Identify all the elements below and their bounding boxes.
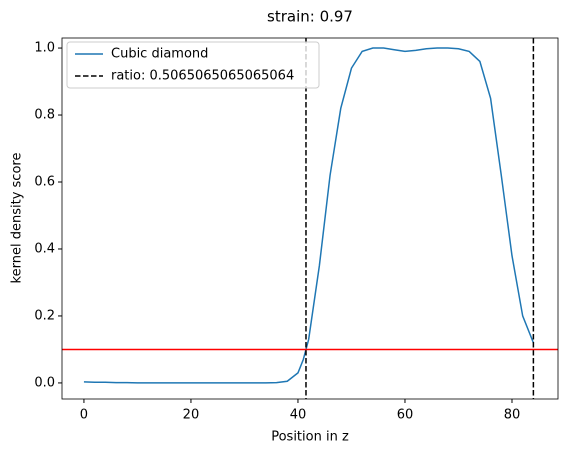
y-tick-label: 0.2 — [34, 308, 55, 323]
y-axis-label: kernel density score — [10, 153, 25, 284]
axes-frame — [61, 37, 559, 400]
x-axis-label: Position in z — [271, 430, 349, 445]
data-line — [83, 47, 535, 384]
legend-label: Cubic diamond — [111, 47, 208, 62]
legend-label: ratio: 0.5065065065065064 — [111, 69, 294, 84]
x-tick-label: 20 — [183, 408, 200, 423]
y-tick-label: 0.0 — [34, 375, 55, 390]
y-tick-label: 1.0 — [34, 41, 55, 56]
legend-box — [66, 41, 320, 89]
x-tick-label: 0 — [80, 408, 88, 423]
y-tick-label: 0.8 — [34, 108, 55, 123]
chart-title: strain: 0.97 — [267, 8, 353, 26]
y-tick-label: 0.6 — [34, 174, 55, 189]
x-tick-label: 40 — [290, 408, 307, 423]
x-tick-label: 80 — [504, 408, 521, 423]
x-tick-label: 60 — [397, 408, 414, 423]
y-tick-label: 0.4 — [34, 241, 55, 256]
